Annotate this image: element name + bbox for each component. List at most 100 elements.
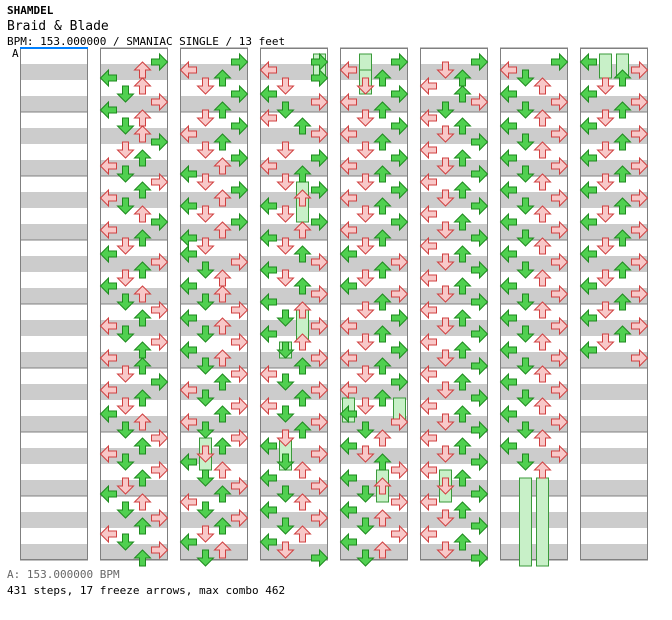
right-arrow-icon <box>471 260 489 280</box>
column-stripe <box>20 368 88 384</box>
down-arrow-icon <box>436 413 455 431</box>
right-arrow-icon <box>231 52 249 72</box>
up-arrow-icon <box>373 389 392 407</box>
column-stripe <box>580 448 648 464</box>
right-arrow-icon <box>391 284 409 304</box>
down-arrow-icon <box>276 429 295 447</box>
column-stripe <box>20 416 88 432</box>
down-arrow-icon <box>356 205 375 223</box>
column-stripe <box>20 48 88 64</box>
left-arrow-icon <box>419 172 437 192</box>
left-arrow-icon <box>499 180 517 200</box>
column-frame <box>100 48 168 560</box>
column-stripe <box>260 336 328 352</box>
up-arrow-icon <box>533 397 552 415</box>
up-arrow-icon <box>213 517 232 535</box>
up-arrow-icon <box>213 349 232 367</box>
left-arrow-icon <box>419 76 437 96</box>
right-arrow-icon <box>471 196 489 216</box>
right-arrow-icon <box>231 428 249 448</box>
left-arrow-icon <box>179 340 197 360</box>
column-stripe <box>20 160 88 176</box>
up-arrow-icon <box>213 69 232 87</box>
up-arrow-icon <box>373 453 392 471</box>
down-arrow-icon <box>196 109 215 127</box>
column-stripe <box>260 272 328 288</box>
freeze-arrow <box>536 477 549 567</box>
column-stripe <box>580 544 648 560</box>
chart-column-1 <box>20 47 88 561</box>
right-arrow-icon <box>551 220 569 240</box>
right-arrow-icon <box>151 508 169 528</box>
column-stripe <box>100 288 168 304</box>
down-arrow-icon <box>596 205 615 223</box>
down-arrow-icon <box>356 77 375 95</box>
up-arrow-icon <box>213 317 232 335</box>
chart-column-4 <box>259 47 329 568</box>
left-arrow-icon <box>339 156 357 176</box>
up-arrow-icon <box>533 365 552 383</box>
left-arrow-icon <box>499 308 517 328</box>
down-arrow-icon <box>276 517 295 535</box>
right-arrow-icon <box>311 548 329 568</box>
right-arrow-icon <box>471 324 489 344</box>
left-arrow-icon <box>179 244 197 264</box>
left-arrow-icon <box>579 308 597 328</box>
right-arrow-icon <box>311 252 329 272</box>
right-arrow-icon <box>311 348 329 368</box>
down-arrow-icon <box>436 157 455 175</box>
column-stripe <box>340 448 408 464</box>
down-arrow-icon <box>596 333 615 351</box>
left-arrow-icon <box>179 196 197 216</box>
column-stripe <box>20 64 88 80</box>
down-arrow-icon <box>356 301 375 319</box>
down-arrow-icon <box>436 221 455 239</box>
up-arrow-icon <box>373 229 392 247</box>
up-arrow-icon <box>293 221 312 239</box>
up-arrow-icon <box>133 149 152 167</box>
down-arrow-icon <box>196 77 215 95</box>
down-arrow-icon <box>596 301 615 319</box>
chart-column-7 <box>499 47 569 567</box>
chart-column-8 <box>579 47 649 561</box>
up-arrow-icon <box>373 261 392 279</box>
left-arrow-icon <box>339 244 357 264</box>
down-arrow-icon <box>436 349 455 367</box>
column-stripe <box>20 528 88 544</box>
left-arrow-icon <box>99 380 117 400</box>
column-stripe <box>20 112 88 128</box>
right-arrow-icon <box>311 316 329 336</box>
down-arrow-icon <box>436 509 455 527</box>
left-arrow-icon <box>419 524 437 544</box>
up-arrow-icon <box>293 493 312 511</box>
up-arrow-icon <box>613 165 632 183</box>
down-arrow-icon <box>116 269 135 287</box>
up-arrow-icon <box>453 501 472 519</box>
up-arrow-icon <box>133 181 152 199</box>
chart-column-3 <box>179 47 249 567</box>
up-arrow-icon <box>373 165 392 183</box>
up-arrow-icon <box>293 189 312 207</box>
up-arrow-icon <box>453 213 472 231</box>
left-arrow-icon <box>419 140 437 160</box>
down-arrow-icon <box>276 237 295 255</box>
right-arrow-icon <box>471 356 489 376</box>
down-arrow-icon <box>516 453 535 471</box>
down-arrow-icon <box>516 325 535 343</box>
right-arrow-icon <box>551 92 569 112</box>
up-arrow-icon <box>453 181 472 199</box>
down-arrow-icon <box>356 397 375 415</box>
left-arrow-icon <box>499 244 517 264</box>
left-arrow-icon <box>499 60 517 80</box>
up-arrow-icon <box>293 357 312 375</box>
left-arrow-icon <box>499 340 517 360</box>
down-arrow-icon <box>116 421 135 439</box>
up-arrow-icon <box>613 229 632 247</box>
down-arrow-icon <box>276 309 295 327</box>
right-arrow-icon <box>471 452 489 472</box>
down-arrow-icon <box>356 445 375 463</box>
left-arrow-icon <box>99 220 117 240</box>
left-arrow-icon <box>579 212 597 232</box>
down-arrow-icon <box>116 141 135 159</box>
left-arrow-icon <box>579 276 597 296</box>
